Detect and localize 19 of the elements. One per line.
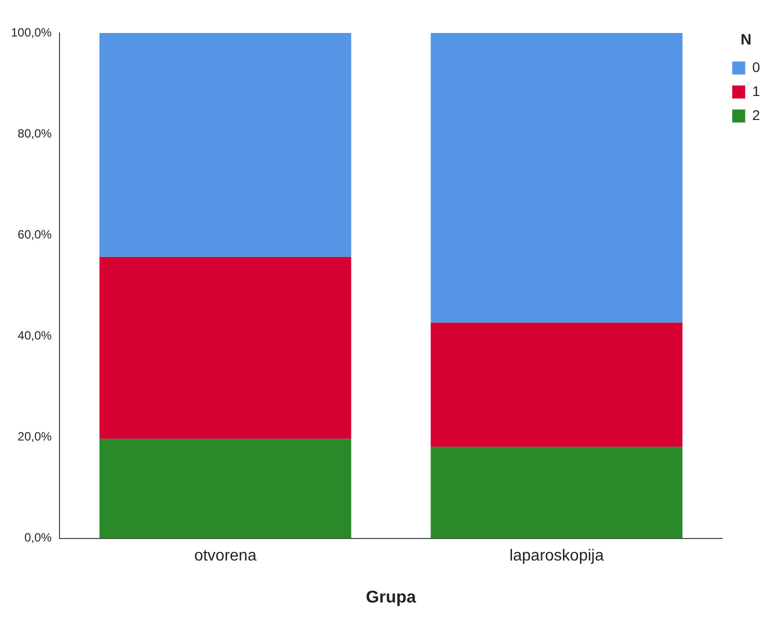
legend-label: 0 (752, 58, 760, 75)
bar (430, 446, 682, 538)
bar (99, 33, 352, 257)
y-tick-label: 40,0% (18, 328, 52, 343)
bar (99, 438, 352, 538)
x-tick-label: laparoskopija (509, 547, 604, 564)
y-tick-label: 100,0% (10, 25, 52, 40)
y-tick-label: 0,0% (24, 530, 52, 545)
y-tick-label: 20,0% (18, 430, 52, 444)
bar (99, 256, 352, 439)
bar (430, 33, 682, 323)
legend-label: 1 (752, 82, 760, 99)
bar (430, 322, 682, 447)
x-tick-label: otvorena (194, 547, 257, 564)
legend-label: 2 (752, 106, 760, 123)
y-tick-label: 80,0% (18, 126, 52, 140)
y-tick-label: 60,0% (18, 227, 52, 242)
legend-title: N (740, 32, 752, 49)
x-axis-title: Grupa (366, 587, 417, 606)
